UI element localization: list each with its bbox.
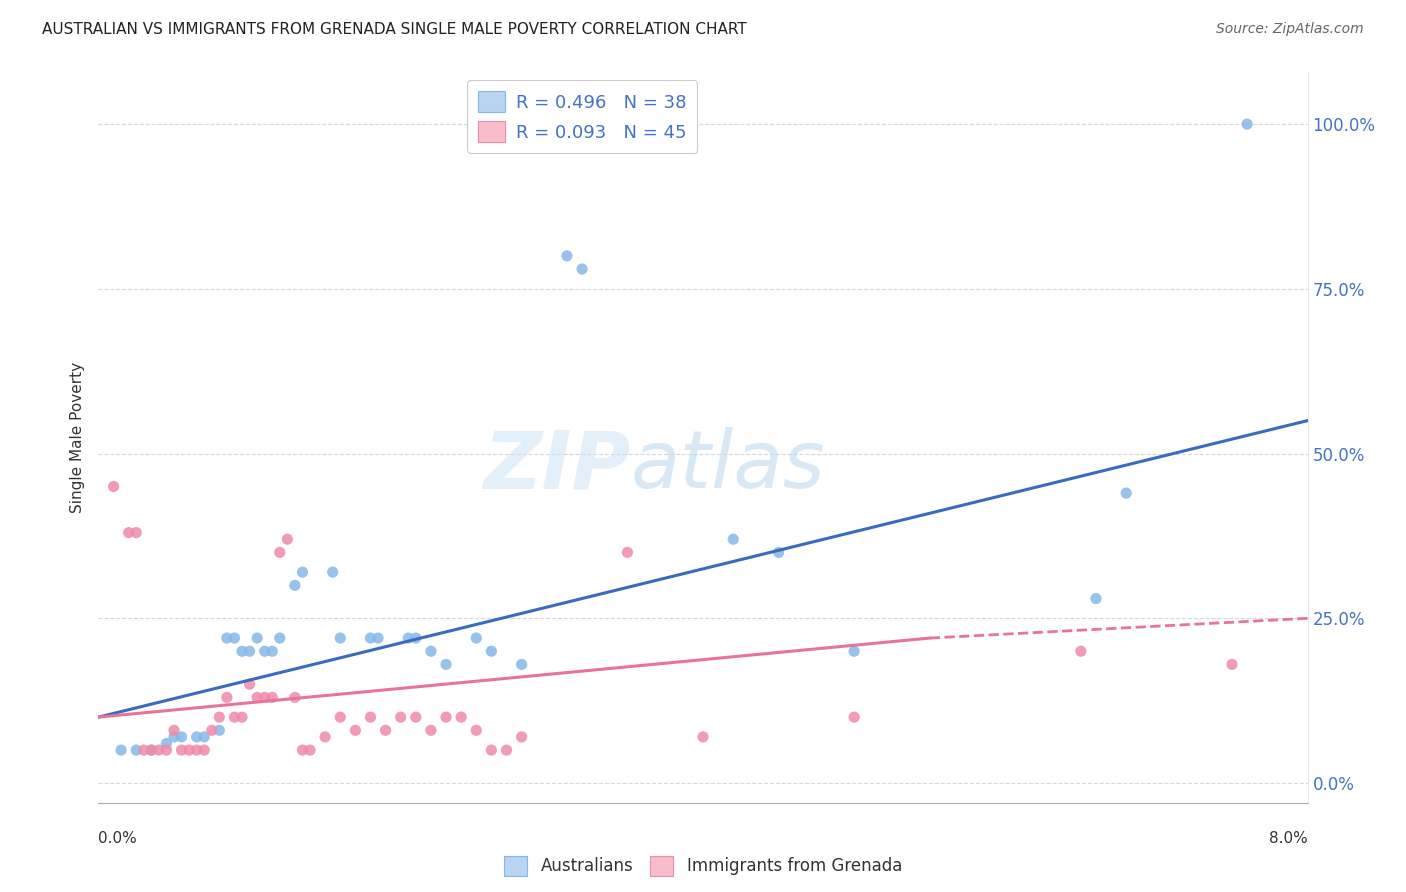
Point — [299, 743, 322, 757]
Point — [215, 631, 238, 645]
Point — [253, 690, 276, 705]
Point — [125, 743, 148, 757]
Point — [844, 710, 866, 724]
Point — [360, 631, 382, 645]
Point — [201, 723, 224, 738]
Text: 0.0%: 0.0% — [98, 831, 138, 846]
Point — [291, 743, 314, 757]
Point — [284, 578, 307, 592]
Point — [163, 730, 186, 744]
Point — [155, 737, 177, 751]
Point — [434, 710, 457, 724]
Point — [396, 631, 419, 645]
Point — [141, 743, 163, 757]
Point — [450, 710, 472, 724]
Point — [367, 631, 389, 645]
Point — [148, 743, 170, 757]
Point — [374, 723, 396, 738]
Point — [692, 730, 714, 744]
Point — [103, 479, 125, 493]
Point — [246, 631, 269, 645]
Point — [768, 545, 790, 559]
Point — [163, 723, 186, 738]
Point — [465, 723, 488, 738]
Point — [208, 723, 231, 738]
Point — [314, 730, 336, 744]
Point — [510, 730, 533, 744]
Point — [141, 743, 163, 757]
Point — [329, 710, 352, 724]
Point — [616, 545, 638, 559]
Point — [291, 565, 314, 579]
Point — [239, 677, 262, 691]
Point — [555, 249, 578, 263]
Point — [224, 710, 246, 724]
Legend: Australians, Immigrants from Grenada: Australians, Immigrants from Grenada — [498, 850, 908, 882]
Point — [186, 743, 208, 757]
Point — [284, 690, 307, 705]
Point — [125, 525, 148, 540]
Y-axis label: Single Male Poverty: Single Male Poverty — [70, 361, 86, 513]
Point — [193, 730, 215, 744]
Point — [389, 710, 412, 724]
Point — [405, 710, 427, 724]
Point — [269, 631, 291, 645]
Point — [170, 730, 193, 744]
Point — [1220, 657, 1243, 672]
Point — [344, 723, 367, 738]
Point — [571, 262, 593, 277]
Point — [262, 644, 284, 658]
Point — [723, 533, 745, 547]
Point — [844, 644, 866, 658]
Point — [276, 533, 298, 547]
Point — [239, 644, 262, 658]
Text: Source: ZipAtlas.com: Source: ZipAtlas.com — [1216, 22, 1364, 37]
Point — [481, 743, 503, 757]
Point — [132, 743, 155, 757]
Point — [1236, 117, 1258, 131]
Point — [405, 631, 427, 645]
Point — [322, 565, 344, 579]
Point — [224, 631, 246, 645]
Point — [1085, 591, 1108, 606]
Point — [110, 743, 132, 757]
Point — [231, 710, 253, 724]
Point — [269, 545, 291, 559]
Point — [329, 631, 352, 645]
Point — [434, 657, 457, 672]
Point — [495, 743, 517, 757]
Point — [1070, 644, 1092, 658]
Text: atlas: atlas — [630, 427, 825, 506]
Point — [465, 631, 488, 645]
Point — [262, 690, 284, 705]
Text: 8.0%: 8.0% — [1268, 831, 1308, 846]
Point — [155, 743, 177, 757]
Point — [208, 710, 231, 724]
Point — [420, 723, 443, 738]
Text: AUSTRALIAN VS IMMIGRANTS FROM GRENADA SINGLE MALE POVERTY CORRELATION CHART: AUSTRALIAN VS IMMIGRANTS FROM GRENADA SI… — [42, 22, 747, 37]
Point — [170, 743, 193, 757]
Point — [360, 710, 382, 724]
Point — [193, 743, 215, 757]
Point — [231, 644, 253, 658]
Point — [481, 644, 503, 658]
Point — [186, 730, 208, 744]
Point — [1115, 486, 1137, 500]
Point — [420, 644, 443, 658]
Point — [510, 657, 533, 672]
Point — [179, 743, 201, 757]
Point — [118, 525, 141, 540]
Point — [215, 690, 238, 705]
Text: ZIP: ZIP — [484, 427, 630, 506]
Point — [246, 690, 269, 705]
Point — [253, 644, 276, 658]
